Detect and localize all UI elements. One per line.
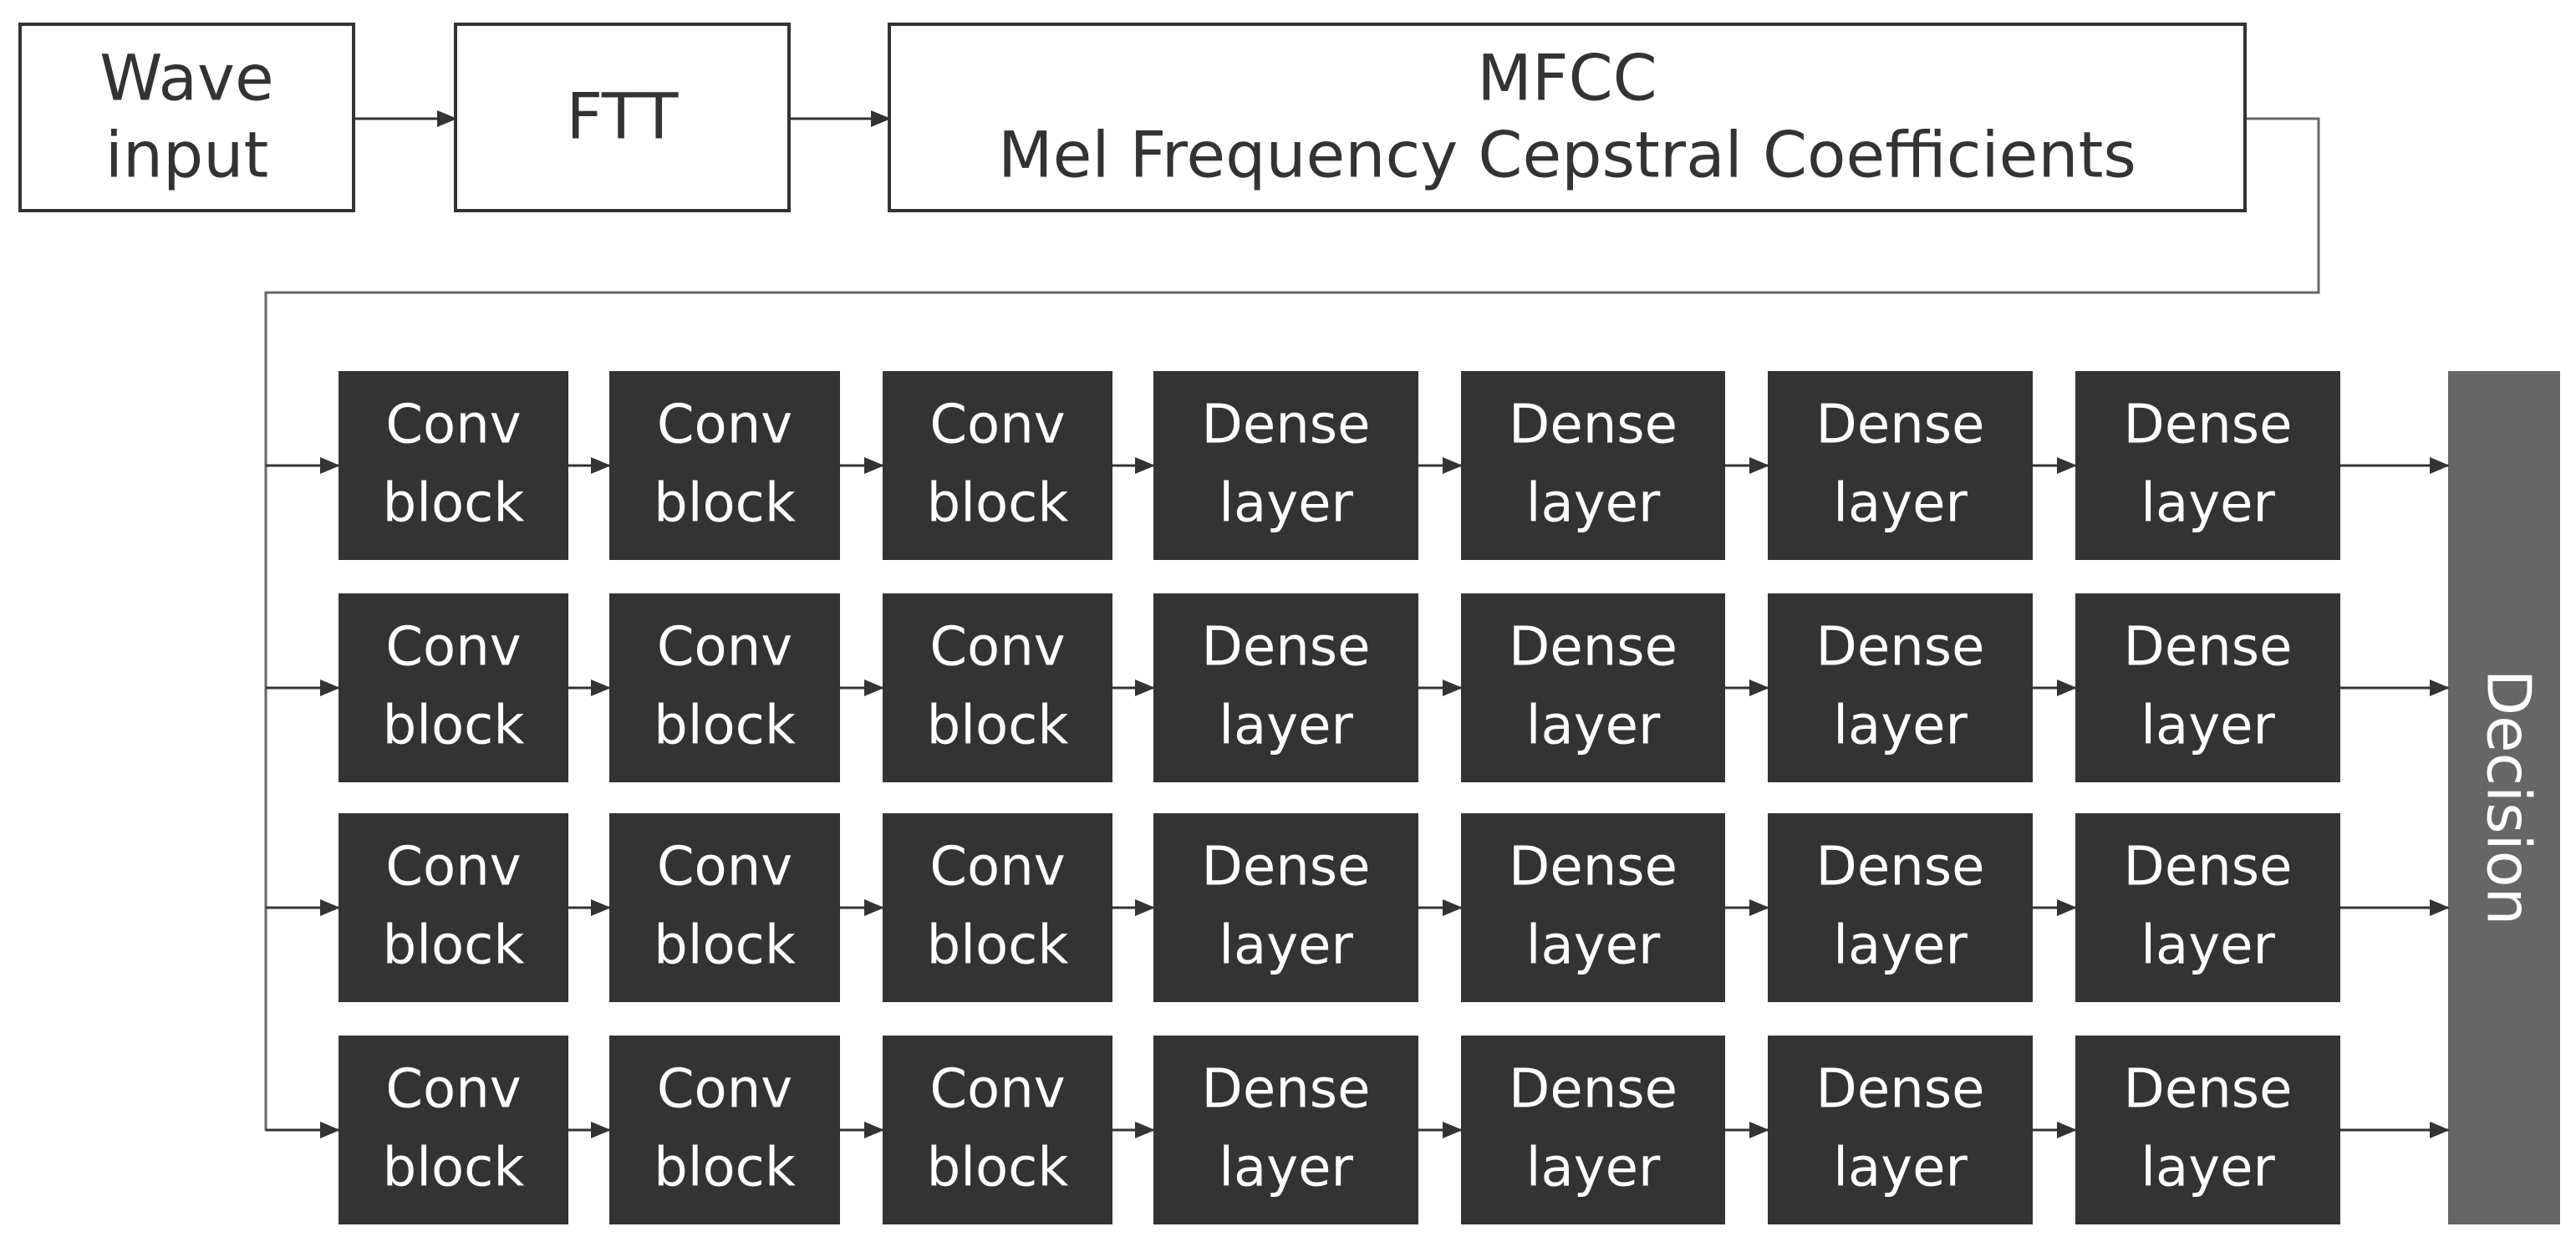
- label: Dense: [1202, 617, 1371, 679]
- label: block: [927, 915, 1069, 977]
- label: layer: [1526, 915, 1661, 977]
- label: layer: [2141, 1138, 2275, 1199]
- label: Mel Frequency Cepstral Coefficients: [998, 117, 2136, 191]
- block: [883, 813, 1112, 1002]
- block: [1461, 1036, 1725, 1224]
- top-box: [18, 23, 355, 212]
- label: Dense: [1509, 394, 1677, 456]
- block: [1153, 1036, 1418, 1224]
- label: Conv: [929, 617, 1065, 679]
- label: block: [383, 915, 525, 977]
- label: Conv: [657, 1059, 792, 1121]
- block: [1461, 371, 1725, 560]
- label: block: [927, 1138, 1069, 1199]
- block: [1153, 813, 1418, 1002]
- block: [2075, 813, 2340, 1002]
- block: [339, 593, 568, 782]
- label: block: [654, 695, 796, 757]
- label: layer: [1219, 915, 1353, 977]
- top-box: [888, 23, 2247, 212]
- label: Dense: [1816, 1059, 1985, 1121]
- label: Conv: [929, 837, 1065, 898]
- label: layer: [1526, 473, 1661, 535]
- block: [609, 813, 840, 1002]
- label: Dense: [1509, 617, 1677, 679]
- block: [1768, 371, 2033, 560]
- label: layer: [1833, 473, 1968, 535]
- label: block: [654, 473, 796, 535]
- block: [339, 1036, 568, 1224]
- label: block: [927, 695, 1069, 757]
- label: layer: [1526, 1138, 1661, 1199]
- label: Conv: [385, 1059, 521, 1121]
- block: [2075, 593, 2340, 782]
- label: Conv: [657, 837, 792, 898]
- label: Dense: [2124, 837, 2293, 898]
- block: [1768, 813, 2033, 1002]
- label: Dense: [1202, 1059, 1371, 1121]
- block: [339, 371, 568, 560]
- block: [1153, 593, 1418, 782]
- label: block: [927, 473, 1069, 535]
- block: [883, 371, 1112, 560]
- decision-label: Decision: [2473, 669, 2543, 926]
- label: Conv: [385, 837, 521, 898]
- label: layer: [1219, 473, 1353, 535]
- label: layer: [1219, 695, 1353, 757]
- label: Dense: [2124, 1059, 2293, 1121]
- block: [609, 593, 840, 782]
- block: [2075, 371, 2340, 560]
- label: layer: [1219, 1138, 1353, 1199]
- label: block: [383, 695, 525, 757]
- label: layer: [2141, 915, 2275, 977]
- label: block: [654, 1138, 796, 1199]
- label: Conv: [657, 394, 792, 456]
- label: layer: [1833, 695, 1968, 757]
- label: FTT: [567, 79, 679, 153]
- label: Dense: [2124, 394, 2293, 456]
- block: [1768, 1036, 2033, 1224]
- label: Dense: [1816, 394, 1985, 456]
- block: [609, 371, 840, 560]
- label: Dense: [1816, 617, 1985, 679]
- top-box: [454, 23, 791, 212]
- label: layer: [1833, 915, 1968, 977]
- block: [883, 1036, 1112, 1224]
- label: Dense: [1202, 837, 1371, 898]
- decision-box: [2448, 371, 2560, 1224]
- label: block: [383, 1138, 525, 1199]
- label: Dense: [1509, 1059, 1677, 1121]
- label: Conv: [385, 617, 521, 679]
- connector: [264, 117, 2320, 1131]
- label: input: [105, 117, 269, 191]
- block: [339, 813, 568, 1002]
- label: Conv: [929, 394, 1065, 456]
- block: [883, 593, 1112, 782]
- block: [2075, 1036, 2340, 1224]
- block: [1153, 371, 1418, 560]
- label: Conv: [929, 1059, 1065, 1121]
- label: Dense: [1509, 837, 1677, 898]
- block: [1768, 593, 2033, 782]
- label: Conv: [657, 617, 792, 679]
- block: [1461, 593, 1725, 782]
- label: layer: [2141, 695, 2275, 757]
- label: Conv: [385, 394, 521, 456]
- block: [1461, 813, 1725, 1002]
- label: Wave: [99, 40, 274, 115]
- label: MFCC: [1477, 40, 1657, 115]
- label: Dense: [2124, 617, 2293, 679]
- label: block: [383, 473, 525, 535]
- label: layer: [1526, 695, 1661, 757]
- label: Dense: [1816, 837, 1985, 898]
- block: [609, 1036, 840, 1224]
- label: Dense: [1202, 394, 1371, 456]
- label: block: [654, 915, 796, 977]
- label: layer: [2141, 473, 2275, 535]
- label: layer: [1833, 1138, 1968, 1199]
